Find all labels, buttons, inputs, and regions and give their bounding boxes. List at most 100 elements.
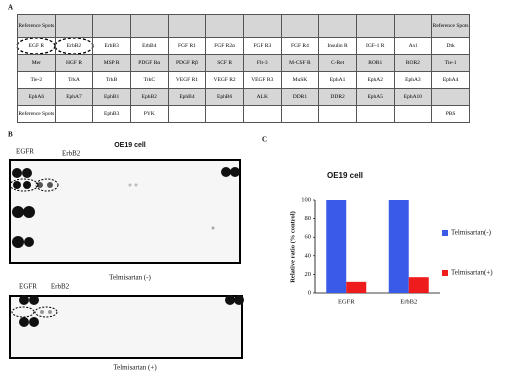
table-cell: PBS (432, 106, 470, 123)
table-cell (168, 106, 206, 123)
table-cell: DDR2 (319, 89, 357, 106)
table-cell (356, 15, 394, 38)
table-cell: IGF-1 R (356, 38, 394, 55)
table-cell: MuSK (281, 72, 319, 89)
table-cell (394, 15, 432, 38)
panel-label: C (262, 136, 267, 144)
y-tick-label: 20 (305, 271, 312, 278)
table-cell: EphA5 (356, 89, 394, 106)
table-cell: PDGF Rβ (168, 55, 206, 72)
legend-label: Telmisartan(-) (451, 229, 492, 237)
table-cell: PDGF Rα (130, 55, 168, 72)
y-tick-label: 80 (305, 215, 312, 222)
bar (346, 282, 366, 293)
table-cell: Reference Spots (18, 15, 56, 38)
table-cell: Dtk (432, 38, 470, 55)
table-cell: ROR2 (394, 55, 432, 72)
table-cell: EGF R (18, 38, 56, 55)
table-cell: TrkA (55, 72, 93, 89)
blot-title: OE19 cell (114, 142, 146, 149)
table-cell: EphA1 (319, 72, 357, 89)
spot-label: EGFR (19, 283, 37, 291)
table-cell: VEGF R1 (168, 72, 206, 89)
table-cell (394, 106, 432, 123)
table-cell (281, 106, 319, 123)
table-cell (432, 89, 470, 106)
table-cell: VEGF R3 (243, 72, 281, 89)
table-cell: ErbB4 (130, 38, 168, 55)
table-cell: EphB4 (168, 89, 206, 106)
table-cell: M-CSF R (281, 55, 319, 72)
table-cell (206, 15, 244, 38)
table-cell: ErbB3 (93, 38, 131, 55)
y-tick-label: 100 (301, 196, 311, 203)
table-cell (168, 15, 206, 38)
table-row: Tie-2TrkATrkBTrkCVEGF R1VEGF R2VEGF R3Mu… (18, 72, 470, 89)
legend-label: Telmisartan(+) (451, 269, 493, 277)
table-cell: Reference Spots (18, 106, 56, 123)
y-tick-label: 0 (308, 289, 311, 296)
table-cell: FGF R4 (281, 38, 319, 55)
table-row: Reference Spots Reference Spots (18, 15, 470, 38)
y-axis-label: Relative ratio (% control) (289, 211, 296, 283)
blot-caption: Telmisartan (-) (109, 274, 151, 282)
chart-title: OE19 cell (327, 171, 363, 180)
table-cell: SCF R (206, 55, 244, 72)
y-tick-label: 40 (305, 252, 312, 259)
table-cell: EphA6 (18, 89, 56, 106)
table-cell: DDR1 (281, 89, 319, 106)
blot (10, 296, 242, 358)
table-cell (356, 106, 394, 123)
table-cell: ErbB2 (55, 38, 93, 55)
table-cell: FGF R2α (206, 38, 244, 55)
table-cell: C-Ret (319, 55, 357, 72)
table-cell: Reference Spots (432, 15, 470, 38)
table-cell: EphA3 (394, 72, 432, 89)
table-cell: VEGF R2 (206, 72, 244, 89)
table-cell: TrkB (93, 72, 131, 89)
table-cell: EphB2 (130, 89, 168, 106)
table-cell (319, 106, 357, 123)
table-cell: EphA2 (356, 72, 394, 89)
table-cell (55, 106, 93, 123)
x-tick-label: EGFR (338, 298, 355, 305)
legend-swatch (442, 230, 448, 236)
table-cell: TrkC (130, 72, 168, 89)
table-cell: MSP R (93, 55, 131, 72)
table-cell (130, 15, 168, 38)
table-cell: EphA4 (432, 72, 470, 89)
spot-label: ErbB2 (51, 283, 70, 291)
table-cell: FGF R1 (168, 38, 206, 55)
table-cell: FGF R3 (243, 38, 281, 55)
bar (409, 277, 429, 293)
table-cell: Insulin R (319, 38, 357, 55)
page: A B OE19 cell EGFR ErbB2 Telmisartan (-)… (0, 0, 518, 378)
table-cell (243, 15, 281, 38)
table-cell: Mer (18, 55, 56, 72)
table-cell: Flt-3 (243, 55, 281, 72)
bar (389, 200, 409, 293)
table-cell (55, 15, 93, 38)
table-cell: EphA10 (394, 89, 432, 106)
legend-swatch (442, 270, 448, 276)
table-cell: EphB6 (206, 89, 244, 106)
table-cell (281, 15, 319, 38)
table-cell: EphB1 (93, 89, 131, 106)
table-cell: ALK (243, 89, 281, 106)
table-cell (319, 15, 357, 38)
table-cell: Axl (394, 38, 432, 55)
table-cell: HGF R (55, 55, 93, 72)
table-cell: Tie-2 (18, 72, 56, 89)
table-cell (243, 106, 281, 123)
blot-caption: Telmisartan (+) (113, 364, 157, 372)
table-cell: EphB3 (93, 106, 131, 123)
table-cell (206, 106, 244, 123)
spot-label: EGFR (16, 148, 34, 156)
blot (10, 160, 240, 263)
panel-label: A (8, 4, 13, 12)
table-cell: PYK (130, 106, 168, 123)
